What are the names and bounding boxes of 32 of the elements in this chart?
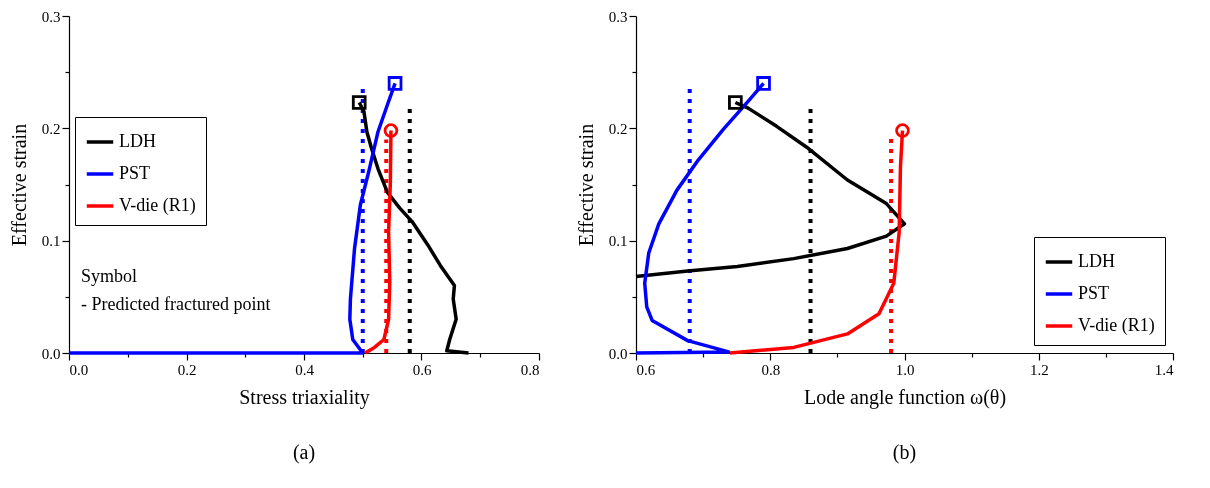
x-tick-label: 0.2: [177, 361, 197, 378]
annotation: - Predicted fractured point: [81, 294, 271, 314]
y-tick-label: 0.3: [41, 8, 61, 25]
x-axis-title: Lode angle function ω(θ): [803, 385, 1007, 409]
y-tick-label: 0.1: [41, 233, 61, 250]
legend-label: V-die (R1): [1078, 315, 1155, 336]
x-tick-label: 0.0: [69, 361, 89, 378]
y-tick-label: 0.3: [608, 8, 628, 25]
y-axis-title: Effective strain: [574, 123, 597, 247]
legend-label: PST: [1078, 283, 1110, 303]
x-tick-label: 0.8: [761, 361, 781, 378]
x-tick-label: 1.2: [1029, 361, 1049, 378]
y-axis-title: Effective strain: [7, 123, 30, 247]
legend-label: PST: [119, 163, 151, 183]
x-tick-label: 0.8: [520, 361, 540, 378]
legend-label: V-die (R1): [119, 195, 196, 216]
x-tick-label: 0.6: [412, 361, 432, 378]
y-tick-label: 0.1: [608, 233, 628, 250]
text: (b): [892, 441, 917, 464]
x-axis-title: Stress triaxiality: [239, 385, 370, 409]
x-tick-label: 0.4: [295, 361, 315, 378]
x-tick-label: 0.6: [636, 361, 656, 378]
y-tick-label: 0.2: [41, 120, 61, 137]
x-tick-label: 1.0: [895, 361, 915, 378]
y-tick-label: 0.2: [608, 120, 628, 137]
x-tick-label: 1.4: [1154, 361, 1174, 378]
y-tick-label: 0.0: [608, 345, 628, 362]
legend-label: LDH: [119, 131, 156, 151]
text: (a): [292, 441, 316, 464]
annotation: Symbol: [81, 266, 138, 286]
legend-label: LDH: [1078, 251, 1115, 271]
y-tick-label: 0.0: [41, 345, 61, 362]
